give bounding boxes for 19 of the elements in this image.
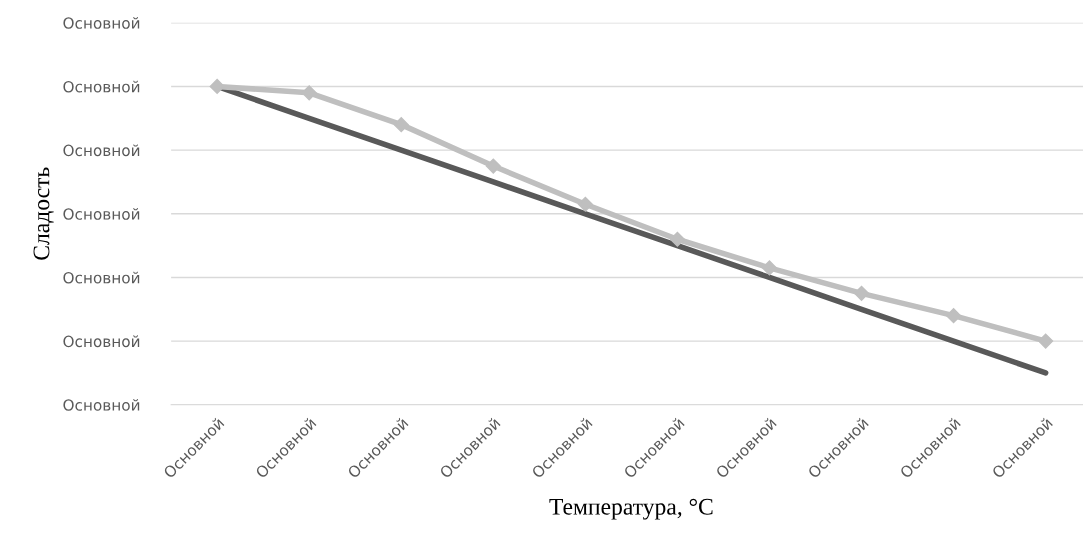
text: Основной [63, 271, 140, 284]
point [301, 85, 317, 101]
text: Основной [63, 17, 140, 29]
point [485, 158, 501, 174]
text: Основной [63, 208, 140, 220]
text: Основной [63, 80, 140, 93]
point [209, 78, 225, 95]
point [761, 260, 778, 276]
text: Основной [63, 335, 140, 348]
point [393, 117, 409, 133]
point [669, 231, 685, 247]
point [853, 285, 870, 301]
text: Основной [63, 399, 140, 411]
x-axis-title: Температура, °C [549, 498, 713, 520]
text: Основной [63, 144, 140, 157]
y-axis-title: Сладость [33, 167, 54, 260]
point [1038, 333, 1054, 349]
point [946, 308, 962, 324]
point [577, 196, 593, 212]
